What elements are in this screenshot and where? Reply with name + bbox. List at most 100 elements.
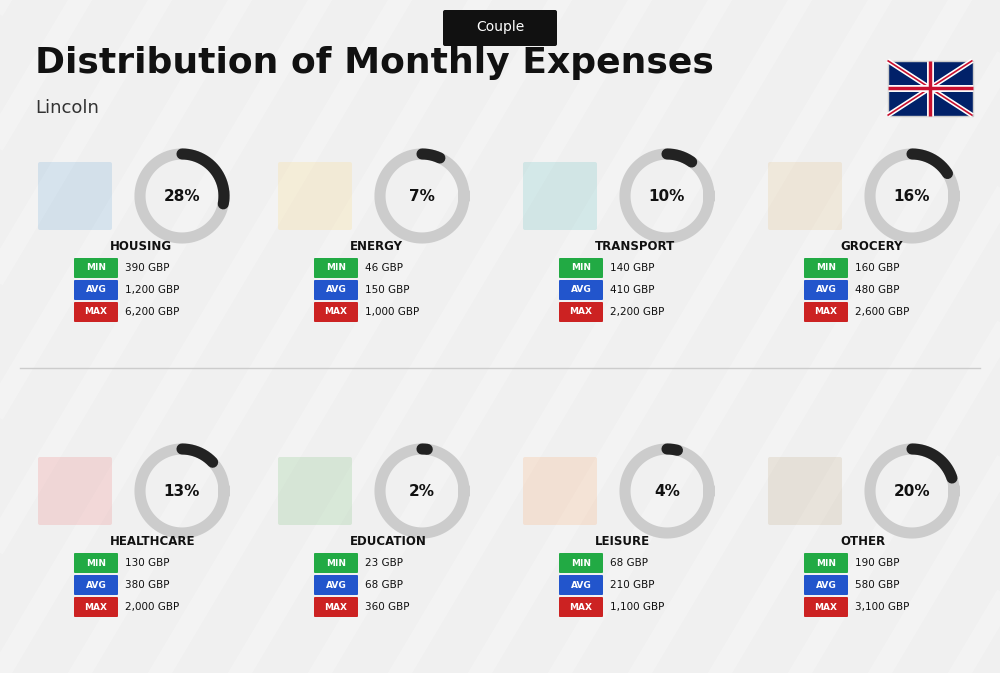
Text: AVG: AVG	[816, 285, 836, 295]
Text: 68 GBP: 68 GBP	[610, 558, 648, 568]
Text: AVG: AVG	[86, 581, 106, 590]
FancyBboxPatch shape	[804, 575, 848, 595]
FancyBboxPatch shape	[38, 457, 112, 525]
Text: 2,200 GBP: 2,200 GBP	[610, 307, 664, 317]
Text: MAX: MAX	[84, 602, 108, 612]
Text: AVG: AVG	[86, 285, 106, 295]
Text: 390 GBP: 390 GBP	[125, 263, 170, 273]
FancyBboxPatch shape	[443, 10, 557, 46]
Text: Distribution of Monthly Expenses: Distribution of Monthly Expenses	[35, 46, 714, 80]
Text: 580 GBP: 580 GBP	[855, 580, 900, 590]
Text: 1,200 GBP: 1,200 GBP	[125, 285, 179, 295]
FancyBboxPatch shape	[559, 258, 603, 278]
FancyBboxPatch shape	[74, 597, 118, 617]
FancyBboxPatch shape	[804, 302, 848, 322]
Text: MIN: MIN	[571, 264, 591, 273]
FancyBboxPatch shape	[559, 553, 603, 573]
FancyBboxPatch shape	[888, 61, 972, 116]
Text: MIN: MIN	[86, 559, 106, 567]
Text: ENERGY: ENERGY	[350, 240, 403, 253]
Text: AVG: AVG	[326, 285, 346, 295]
Text: MIN: MIN	[816, 559, 836, 567]
Text: 68 GBP: 68 GBP	[365, 580, 403, 590]
Text: 1,100 GBP: 1,100 GBP	[610, 602, 664, 612]
Text: 160 GBP: 160 GBP	[855, 263, 900, 273]
Text: 16%: 16%	[894, 188, 930, 203]
Text: AVG: AVG	[571, 285, 591, 295]
FancyBboxPatch shape	[314, 553, 358, 573]
Text: MAX: MAX	[815, 308, 838, 316]
Text: MAX: MAX	[570, 602, 592, 612]
Text: 13%: 13%	[164, 483, 200, 499]
Text: 46 GBP: 46 GBP	[365, 263, 403, 273]
FancyBboxPatch shape	[314, 280, 358, 300]
FancyBboxPatch shape	[74, 575, 118, 595]
Text: HEALTHCARE: HEALTHCARE	[110, 535, 196, 548]
FancyBboxPatch shape	[314, 575, 358, 595]
FancyBboxPatch shape	[74, 553, 118, 573]
FancyBboxPatch shape	[523, 457, 597, 525]
Text: LEISURE: LEISURE	[595, 535, 650, 548]
FancyBboxPatch shape	[804, 553, 848, 573]
Text: MIN: MIN	[326, 559, 346, 567]
Text: 360 GBP: 360 GBP	[365, 602, 410, 612]
Text: 140 GBP: 140 GBP	[610, 263, 654, 273]
FancyBboxPatch shape	[314, 597, 358, 617]
Text: Couple: Couple	[476, 20, 524, 34]
Text: 1,000 GBP: 1,000 GBP	[365, 307, 419, 317]
FancyBboxPatch shape	[74, 302, 118, 322]
Text: 210 GBP: 210 GBP	[610, 580, 654, 590]
FancyBboxPatch shape	[768, 457, 842, 525]
FancyBboxPatch shape	[278, 457, 352, 525]
FancyBboxPatch shape	[314, 258, 358, 278]
Text: TRANSPORT: TRANSPORT	[595, 240, 675, 253]
Text: MAX: MAX	[324, 602, 348, 612]
Text: MIN: MIN	[816, 264, 836, 273]
FancyBboxPatch shape	[74, 280, 118, 300]
FancyBboxPatch shape	[804, 597, 848, 617]
Text: 23 GBP: 23 GBP	[365, 558, 403, 568]
Text: 3,100 GBP: 3,100 GBP	[855, 602, 909, 612]
FancyBboxPatch shape	[38, 162, 112, 230]
Text: 10%: 10%	[649, 188, 685, 203]
Text: 28%: 28%	[164, 188, 200, 203]
FancyBboxPatch shape	[559, 302, 603, 322]
Text: 6,200 GBP: 6,200 GBP	[125, 307, 179, 317]
FancyBboxPatch shape	[314, 302, 358, 322]
Text: Lincoln: Lincoln	[35, 99, 99, 117]
Text: 7%: 7%	[409, 188, 435, 203]
Text: HOUSING: HOUSING	[110, 240, 172, 253]
Text: MIN: MIN	[86, 264, 106, 273]
Text: MAX: MAX	[815, 602, 838, 612]
FancyBboxPatch shape	[804, 280, 848, 300]
Text: MAX: MAX	[570, 308, 592, 316]
Text: MIN: MIN	[571, 559, 591, 567]
Text: GROCERY: GROCERY	[840, 240, 902, 253]
Text: 2%: 2%	[409, 483, 435, 499]
Text: 130 GBP: 130 GBP	[125, 558, 170, 568]
FancyBboxPatch shape	[768, 162, 842, 230]
Text: MAX: MAX	[84, 308, 108, 316]
Text: OTHER: OTHER	[840, 535, 885, 548]
FancyBboxPatch shape	[559, 575, 603, 595]
FancyBboxPatch shape	[559, 597, 603, 617]
Text: AVG: AVG	[816, 581, 836, 590]
Text: 150 GBP: 150 GBP	[365, 285, 410, 295]
Text: 20%: 20%	[894, 483, 930, 499]
Text: AVG: AVG	[571, 581, 591, 590]
Text: MIN: MIN	[326, 264, 346, 273]
Text: 2,000 GBP: 2,000 GBP	[125, 602, 179, 612]
FancyBboxPatch shape	[74, 258, 118, 278]
FancyBboxPatch shape	[523, 162, 597, 230]
FancyBboxPatch shape	[804, 258, 848, 278]
Text: 410 GBP: 410 GBP	[610, 285, 654, 295]
Text: 4%: 4%	[654, 483, 680, 499]
FancyBboxPatch shape	[559, 280, 603, 300]
Text: AVG: AVG	[326, 581, 346, 590]
Text: MAX: MAX	[324, 308, 348, 316]
Text: EDUCATION: EDUCATION	[350, 535, 427, 548]
Text: 2,600 GBP: 2,600 GBP	[855, 307, 909, 317]
Text: 480 GBP: 480 GBP	[855, 285, 900, 295]
Text: 190 GBP: 190 GBP	[855, 558, 900, 568]
FancyBboxPatch shape	[278, 162, 352, 230]
